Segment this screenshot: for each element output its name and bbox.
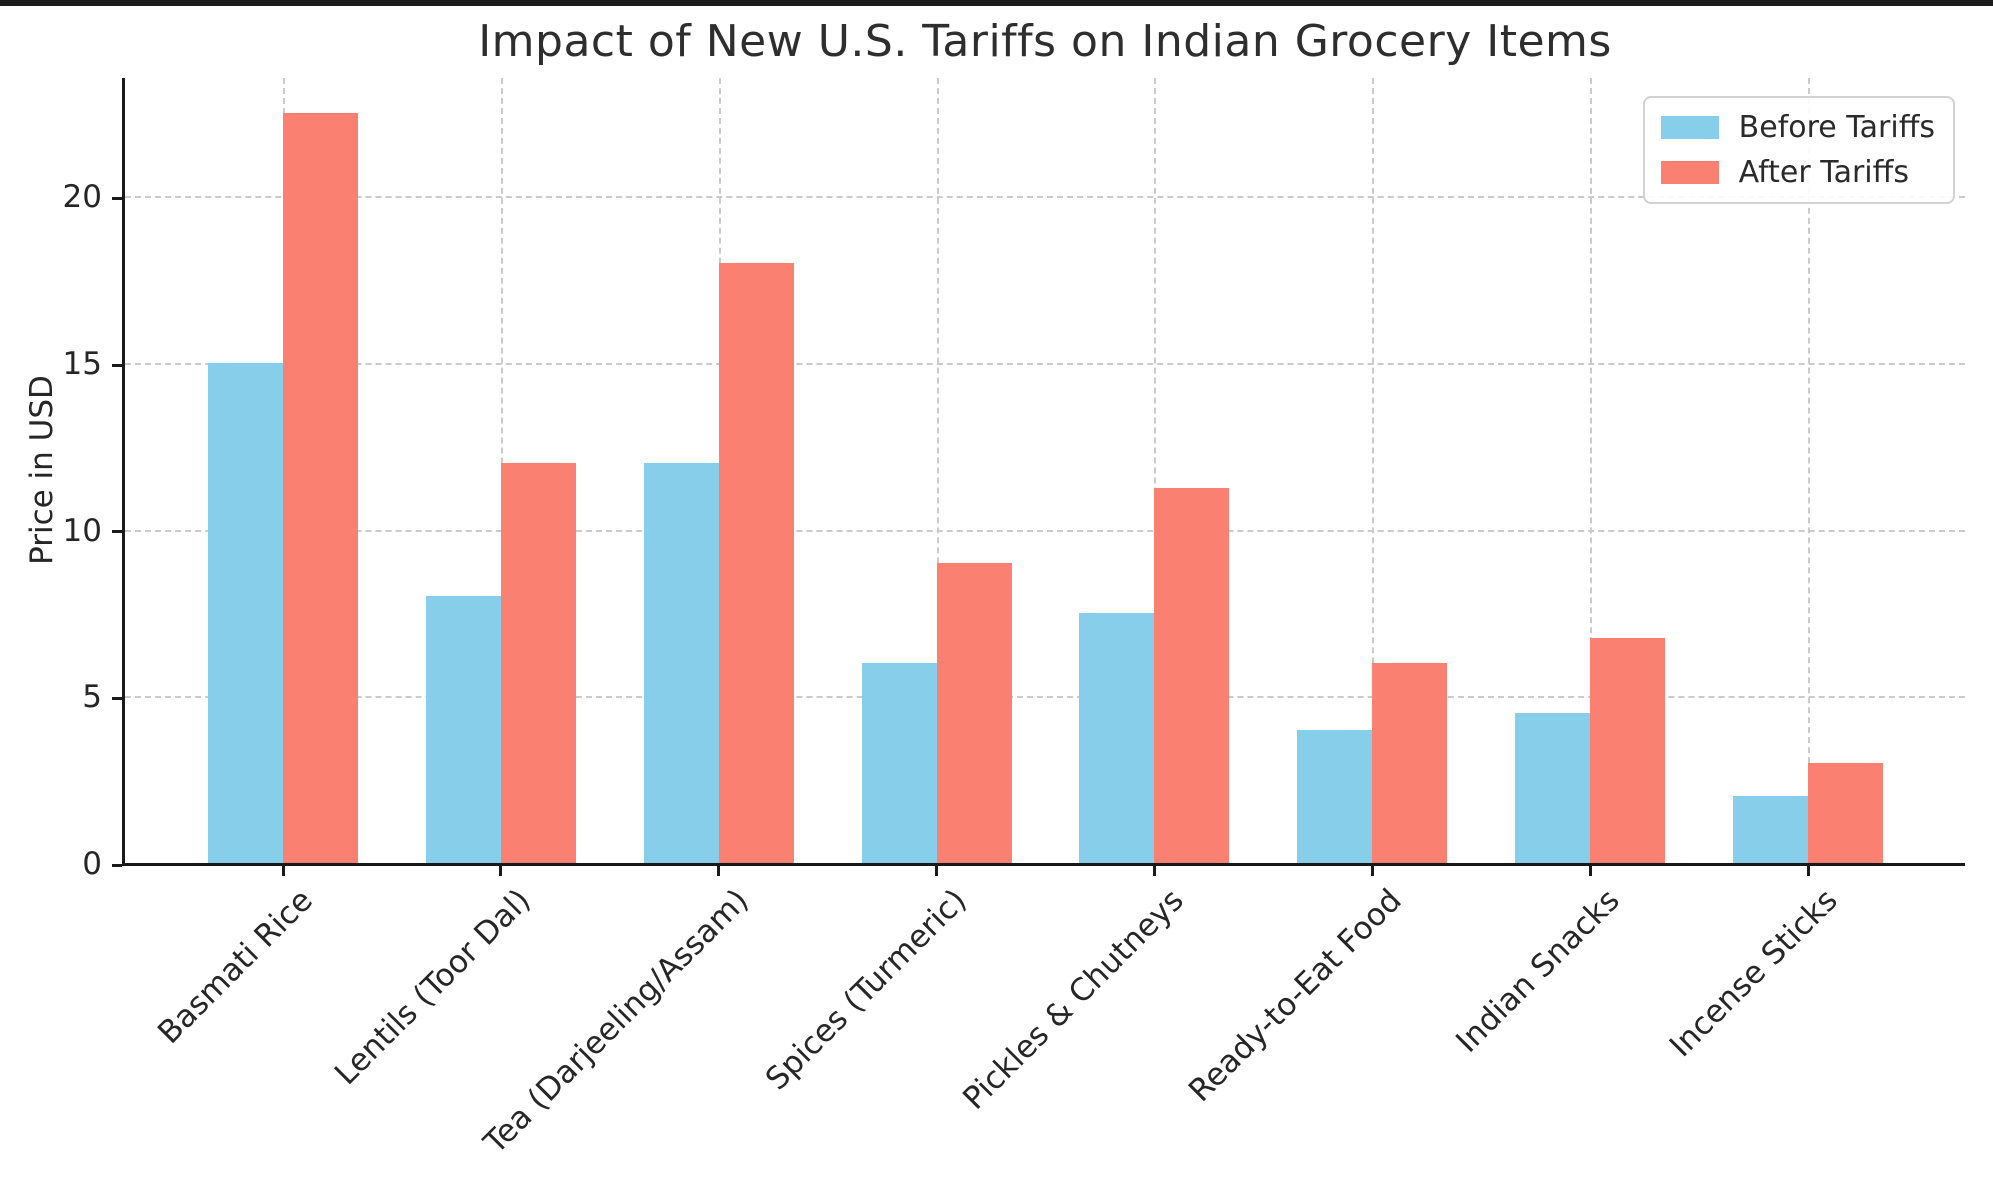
- gridline-horizontal: [125, 529, 1965, 532]
- legend-label-before-tariffs: Before Tariffs: [1738, 110, 1935, 145]
- x-tick-mark: [935, 866, 939, 876]
- x-tick-label: Spices (Turmeric): [758, 882, 974, 1098]
- x-tick-label: Tea (Darjeeling/Assam): [476, 882, 756, 1161]
- bar-before-tariffs: [425, 596, 501, 863]
- x-tick-label: Lentils (Toor Dal): [327, 882, 538, 1093]
- bar-after-tariffs: [936, 563, 1012, 863]
- y-tick-mark: [112, 196, 122, 200]
- x-tick-mark: [717, 866, 721, 876]
- y-tick-label: 10: [62, 512, 102, 549]
- bar-before-tariffs: [861, 663, 937, 863]
- gridline-horizontal: [125, 196, 1965, 199]
- x-axis-spine: [122, 863, 1965, 866]
- x-tick-label: Incense Sticks: [1662, 882, 1845, 1065]
- x-tick-mark: [1588, 866, 1592, 876]
- y-tick-mark: [112, 863, 122, 867]
- x-tick-label: Ready-to-Eat Food: [1182, 882, 1410, 1110]
- y-tick-mark: [112, 696, 122, 700]
- x-tick-mark: [1152, 866, 1156, 876]
- y-tick-label: 5: [82, 679, 102, 716]
- bar-before-tariffs: [1297, 729, 1373, 863]
- x-tick-mark: [281, 866, 285, 876]
- bar-before-tariffs: [1733, 796, 1809, 863]
- gridline-vertical: [1154, 78, 1157, 863]
- bar-before-tariffs: [208, 363, 283, 863]
- y-tick-mark: [112, 530, 122, 534]
- gridline-horizontal: [125, 696, 1965, 699]
- y-tick-mark: [112, 363, 122, 367]
- legend-item-before: Before Tariffs: [1660, 110, 1935, 145]
- bar-after-tariffs: [1590, 638, 1666, 863]
- bar-after-tariffs: [283, 113, 358, 863]
- bar-after-tariffs: [1372, 663, 1448, 863]
- y-axis-spine: [122, 78, 125, 866]
- legend-item-after: After Tariffs: [1660, 155, 1935, 190]
- gridline-horizontal: [125, 363, 1965, 365]
- y-tick-label: 15: [62, 346, 102, 382]
- bar-after-tariffs: [1154, 488, 1230, 863]
- window-top-edge: [0, 0, 1993, 6]
- bar-before-tariffs: [643, 463, 719, 863]
- bar-after-tariffs: [500, 463, 576, 863]
- y-tick-label: 0: [82, 846, 102, 882]
- legend-swatch-before-tariffs: [1660, 116, 1719, 139]
- legend: Before Tariffs After Tariffs: [1642, 96, 1955, 204]
- bar-before-tariffs: [1079, 613, 1155, 863]
- legend-swatch-after-tariffs: [1660, 161, 1719, 184]
- chart-title: Impact of New U.S. Tariffs on Indian Gro…: [478, 16, 1612, 67]
- bar-after-tariffs: [1808, 763, 1884, 863]
- x-tick-label: Indian Snacks: [1449, 882, 1627, 1060]
- gridline-vertical: [1372, 78, 1375, 863]
- y-tick-label: 20: [62, 179, 102, 216]
- gridline-vertical: [1590, 78, 1593, 863]
- x-tick-mark: [499, 866, 503, 876]
- gridline-vertical: [936, 78, 939, 863]
- x-tick-mark: [1370, 866, 1374, 876]
- bar-before-tariffs: [1515, 713, 1591, 863]
- legend-label-after-tariffs: After Tariffs: [1738, 155, 1909, 190]
- bar-after-tariffs: [718, 263, 794, 863]
- x-tick-label: Pickles & Chutneys: [956, 882, 1192, 1117]
- x-tick-mark: [1806, 866, 1810, 876]
- gridline-vertical: [1808, 78, 1811, 863]
